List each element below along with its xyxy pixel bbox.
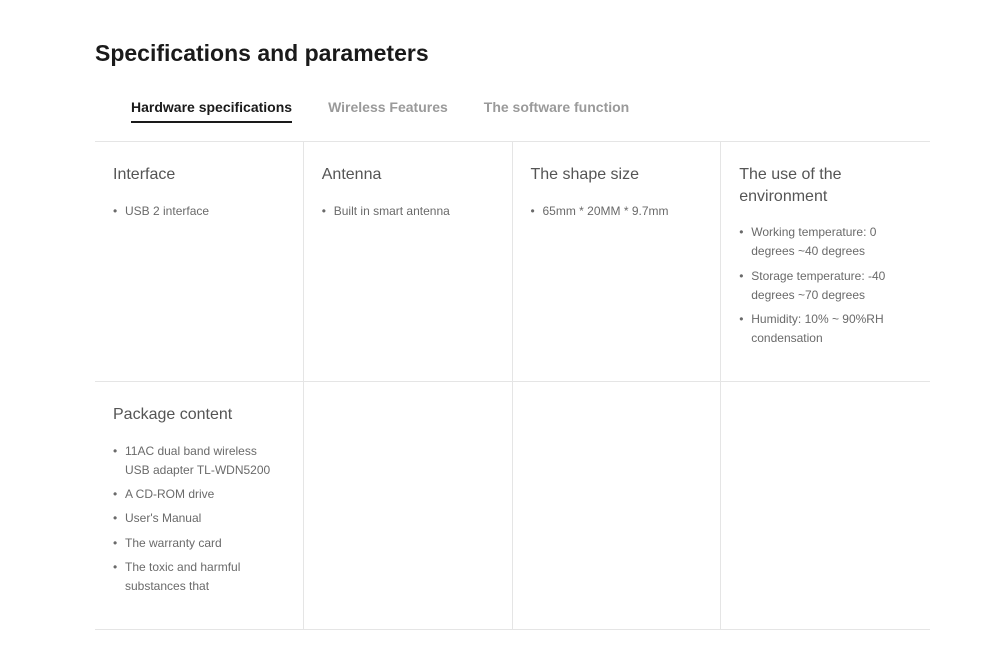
spec-cell-package-content: Package content 11AC dual band wireless U…	[95, 382, 304, 630]
spec-item-list: USB 2 interface	[113, 202, 285, 221]
spec-item: A CD-ROM drive	[113, 485, 285, 504]
spec-item: User's Manual	[113, 509, 285, 528]
spec-item-list: Built in smart antenna	[322, 202, 494, 221]
spec-item-list: 65mm * 20MM * 9.7mm	[531, 202, 703, 221]
tab-hardware-specifications[interactable]: Hardware specifications	[131, 99, 292, 123]
spec-cell-title: Interface	[113, 164, 285, 186]
spec-item: The toxic and harmful substances that	[113, 558, 285, 596]
tab-the-software-function[interactable]: The software function	[484, 99, 629, 123]
spec-cell-title: Antenna	[322, 164, 494, 186]
tabs-bar: Hardware specifications Wireless Features…	[95, 99, 930, 123]
spec-cell-interface: Interface USB 2 interface	[95, 142, 304, 382]
spec-item: Working temperature: 0 degrees ~40 degre…	[739, 223, 912, 261]
spec-cell-empty	[721, 382, 930, 630]
spec-grid: Interface USB 2 interface Antenna Built in …	[95, 141, 930, 630]
spec-cell-title: The use of the environment	[739, 164, 912, 207]
spec-item-list: 11AC dual band wireless USB adapter TL-W…	[113, 442, 285, 596]
spec-cell-antenna: Antenna Built in smart antenna	[304, 142, 513, 382]
page-title: Specifications and parameters	[95, 40, 930, 67]
spec-item: Humidity: 10% ~ 90%RH condensation	[739, 310, 912, 348]
spec-cell-the-shape-size: The shape size 65mm * 20MM * 9.7mm	[513, 142, 722, 382]
spec-cell-empty	[304, 382, 513, 630]
spec-item: The warranty card	[113, 534, 285, 553]
spec-cell-title: The shape size	[531, 164, 703, 186]
spec-item: Storage temperature: -40 degrees ~70 deg…	[739, 267, 912, 305]
tab-wireless-features[interactable]: Wireless Features	[328, 99, 448, 123]
spec-item: USB 2 interface	[113, 202, 285, 221]
spec-item: Built in smart antenna	[322, 202, 494, 221]
spec-cell-the-use-of-the-environment: The use of the environment Working temper…	[721, 142, 930, 382]
spec-item: 65mm * 20MM * 9.7mm	[531, 202, 703, 221]
spec-item-list: Working temperature: 0 degrees ~40 degre…	[739, 223, 912, 348]
spec-cell-title: Package content	[113, 404, 285, 426]
spec-item: 11AC dual band wireless USB adapter TL-W…	[113, 442, 285, 480]
spec-cell-empty	[513, 382, 722, 630]
